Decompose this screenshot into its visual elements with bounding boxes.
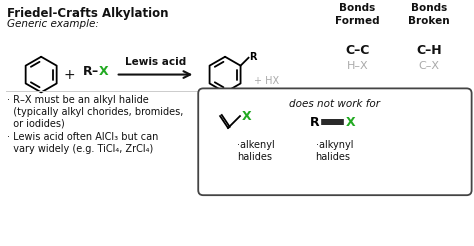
Text: R: R [83,65,92,78]
Text: · R–X must be an alkyl halide: · R–X must be an alkyl halide [8,95,149,105]
Text: Friedel-Crafts Alkylation: Friedel-Crafts Alkylation [8,7,169,20]
Text: –: – [92,65,98,78]
Text: · Lewis acid often AlCl₃ but can: · Lewis acid often AlCl₃ but can [8,132,159,142]
Text: Bonds
Formed: Bonds Formed [335,3,380,26]
Text: X: X [99,65,109,78]
Text: C–X: C–X [419,61,439,71]
Text: Generic example:: Generic example: [8,19,99,29]
Text: C–C: C–C [345,44,369,57]
Text: vary widely (e.g. TiCl₄, ZrCl₄): vary widely (e.g. TiCl₄, ZrCl₄) [8,144,154,154]
Text: ·alkynyl
halides: ·alkynyl halides [316,140,353,162]
Text: Bonds
Broken: Bonds Broken [408,3,450,26]
Text: X: X [346,116,355,128]
Text: X: X [242,109,252,123]
Text: (typically alkyl chorides, bromides,: (typically alkyl chorides, bromides, [8,107,184,117]
Text: or iodides): or iodides) [8,118,65,128]
FancyBboxPatch shape [198,88,472,195]
Text: Lewis acid: Lewis acid [125,57,186,67]
Text: C–H: C–H [416,44,442,57]
Text: R: R [249,52,257,62]
Text: + HX: + HX [254,77,279,87]
Text: H–X: H–X [346,61,368,71]
Text: R: R [310,116,319,128]
Text: +: + [63,68,75,82]
Text: does not work for: does not work for [290,99,381,109]
Text: ·alkenyl
halides: ·alkenyl halides [237,140,275,162]
